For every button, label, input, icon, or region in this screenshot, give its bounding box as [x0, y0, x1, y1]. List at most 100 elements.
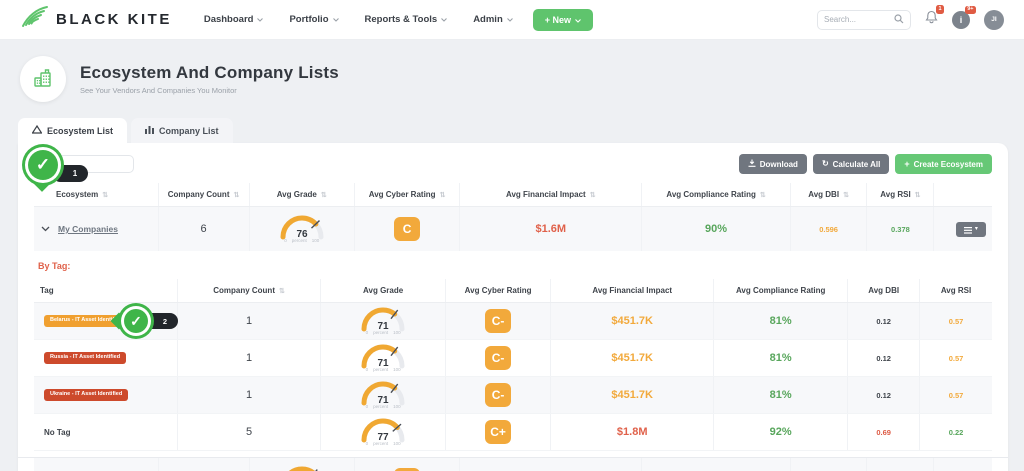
company-count-value: 1: [245, 389, 253, 401]
row-actions-button[interactable]: ▾: [955, 221, 986, 237]
column-header-company-count: Company Count ⇅: [178, 279, 322, 302]
sort-icon[interactable]: ⇅: [589, 191, 596, 199]
column-header-avg-cyber-rating: Avg Cyber Rating: [446, 279, 552, 302]
create-ecosystem-button[interactable]: + Create Ecosystem: [895, 154, 992, 174]
company-count-value: 1: [245, 315, 253, 327]
financial-impact-value: $451.7K: [611, 315, 653, 327]
notifications-button[interactable]: 1: [925, 5, 944, 29]
tab-bar: Ecosystem List Company List: [18, 118, 1008, 143]
table-row-my-companies: My Companies 6 76 0 percent 100 C $1.6M 90%…: [34, 207, 992, 251]
page-subtitle: See Your Vendors And Companies You Monit…: [80, 86, 237, 95]
dbi-value: 0.12: [876, 316, 891, 326]
company-count-value: 1: [245, 352, 253, 364]
dbi-value: 0.69: [876, 427, 891, 437]
alerts-button[interactable]: i 9+: [952, 5, 976, 29]
ecosystem-link[interactable]: My Companies: [58, 224, 118, 234]
global-search[interactable]: [817, 9, 911, 30]
sort-icon[interactable]: ⇅: [102, 191, 109, 199]
calculate-all-label: Calculate All: [832, 159, 881, 169]
dbi-value: 0.12: [876, 390, 891, 400]
tag-badge[interactable]: Ukraine - IT Asset Identified: [44, 389, 129, 401]
avg-grade-gauge: 71 0 percent 100: [359, 381, 407, 409]
nav-item-portfolio[interactable]: Portfolio: [289, 14, 339, 25]
tag-label: No Tag: [44, 427, 71, 437]
cyber-rating-badge: C-: [485, 309, 512, 333]
download-button[interactable]: Download: [738, 154, 807, 174]
avg-grade-gauge: 77 0 percent 100: [359, 418, 407, 446]
tab-ecosystem-list[interactable]: Ecosystem List: [18, 118, 128, 143]
rsi-value: 0.378: [891, 224, 910, 234]
bell-icon: [925, 10, 938, 28]
column-header-avg-rsi: Avg RSI: [940, 286, 972, 295]
toolbar-buttons: Download ↻ Calculate All + Create Ecosys…: [738, 154, 992, 174]
tag-badge[interactable]: Russia - IT Asset Identified: [44, 352, 127, 364]
cyber-rating-badge: C-: [485, 383, 512, 407]
sort-icon[interactable]: ⇅: [439, 191, 446, 199]
tag-row-belarus: Belarus - IT Asset Identified 1 71 0 perce…: [34, 303, 992, 340]
column-header-avg-grade: Avg Grade: [321, 279, 446, 302]
svg-text:76: 76: [296, 229, 308, 240]
search-input[interactable]: [824, 15, 894, 24]
search-icon[interactable]: [894, 11, 904, 29]
sort-icon[interactable]: ⇅: [320, 191, 327, 199]
nav-menu: Dashboard Portfolio Reports & Tools Admi…: [204, 14, 513, 25]
new-button[interactable]: + New: [532, 8, 594, 31]
user-avatar[interactable]: JI: [984, 9, 1004, 30]
chevron-down-icon: [441, 14, 448, 25]
nav-item-reports-tools[interactable]: Reports & Tools: [365, 14, 448, 25]
section-divider: [18, 457, 1008, 458]
avg-grade-gauge: 71 0 percent 100: [359, 307, 407, 335]
caret-down-icon: ▾: [974, 226, 978, 232]
financial-impact-value: $451.7K: [611, 389, 653, 401]
compliance-rating-value: 90%: [705, 223, 728, 235]
brand-logo[interactable]: BLACK KITE: [20, 4, 172, 35]
sort-icon[interactable]: ⇅: [843, 191, 849, 199]
sort-icon[interactable]: ⇅: [914, 191, 921, 199]
tab-label: Company List: [159, 125, 219, 136]
annotation-marker-2: 2 ✓: [110, 303, 178, 339]
financial-impact-value: $1.8M: [616, 426, 648, 438]
tab-company-list[interactable]: Company List: [131, 118, 233, 143]
cyber-rating-badge: C-: [485, 346, 512, 370]
page-content: Ecosystem And Company Lists See Your Ven…: [0, 40, 1024, 471]
ecosystem-list-card: Download ↻ Calculate All + Create Ecosys…: [18, 143, 1008, 471]
refresh-icon: ↻: [821, 159, 829, 168]
nav-item-dashboard[interactable]: Dashboard: [204, 14, 264, 25]
column-header-avg-dbi: Avg DBI ⇅: [791, 183, 868, 206]
new-button-label: + New: [544, 14, 572, 25]
download-label: Download: [759, 159, 798, 169]
chevron-down-icon: [257, 14, 264, 25]
dbi-value: 0.12: [876, 353, 891, 363]
nav-item-label: Admin: [473, 14, 503, 25]
tag-table-header: Tag Company Count ⇅ Avg Grade Avg Cyber R…: [34, 279, 992, 303]
chevron-down-icon: [506, 14, 513, 25]
svg-text:71: 71: [378, 395, 390, 406]
calculate-all-button[interactable]: ↻ Calculate All: [812, 154, 890, 174]
sort-icon[interactable]: ⇅: [278, 287, 285, 295]
top-navbar: BLACK KITE Dashboard Portfolio Reports &…: [0, 0, 1024, 40]
compliance-rating-value: 81%: [769, 389, 792, 401]
sort-icon[interactable]: ⇅: [233, 191, 240, 199]
sort-icon[interactable]: ⇅: [759, 191, 766, 199]
nav-item-admin[interactable]: Admin: [473, 14, 513, 25]
company-count-value: 6: [200, 223, 207, 235]
avg-grade-gauge: 76 0 percent 100: [278, 215, 326, 243]
brand-name: BLACK KITE: [56, 11, 172, 28]
check-circle-icon: ✓: [118, 303, 154, 339]
info-icon: i: [952, 10, 970, 29]
rsi-value: 0.57: [948, 316, 964, 326]
column-header-avg-financial-impact: Avg Financial Impact: [551, 279, 715, 302]
tag-row-russia: Russia - IT Asset Identified 1 71 0 percen…: [34, 340, 992, 377]
collapse-chevron-icon[interactable]: [41, 226, 50, 232]
navbar-right: 1 i 9+ JI: [817, 5, 1004, 30]
column-header-ecosystem: Ecosystem ⇅: [34, 183, 159, 206]
cyber-rating-badge: C: [394, 217, 421, 241]
plus-icon: +: [904, 158, 910, 169]
tag-badge[interactable]: Belarus - IT Asset Identified: [44, 315, 129, 327]
page-header: Ecosystem And Company Lists See Your Ven…: [20, 56, 1008, 102]
column-header-company-count: Company Count ⇅: [159, 183, 250, 206]
column-header-avg-compliance-rating: Avg Compliance Rating ⇅: [642, 183, 791, 206]
ecosystem-table-header: Ecosystem ⇅ Company Count ⇅ Avg Grade ⇅ Avg…: [34, 183, 992, 207]
compliance-rating-value: 81%: [769, 315, 792, 327]
